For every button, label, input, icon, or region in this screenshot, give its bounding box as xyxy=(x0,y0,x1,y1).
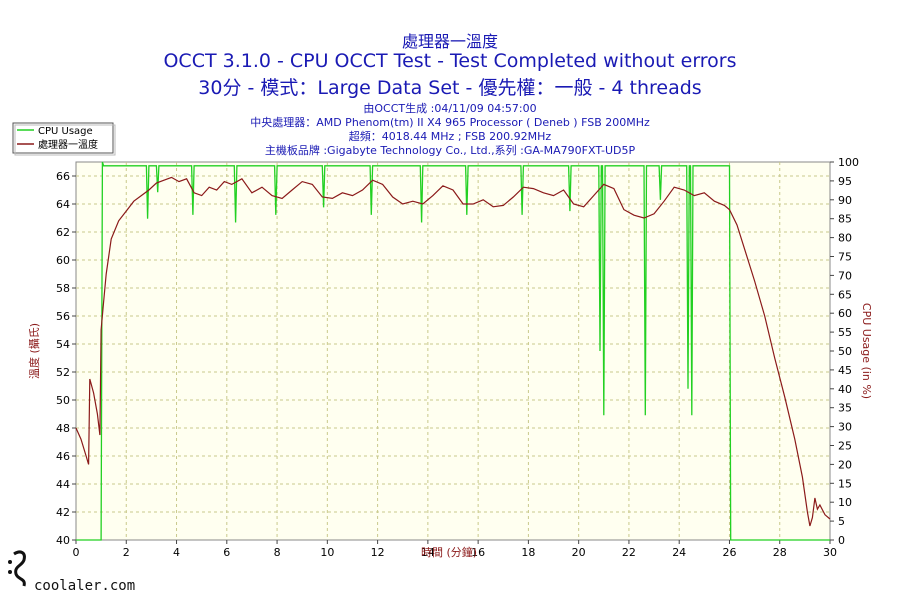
y2-tick-label: 40 xyxy=(838,383,852,396)
y2-tick-label: 5 xyxy=(838,515,845,528)
chart-subtitle: OCCT 3.1.0 - CPU OCCT Test - Test Comple… xyxy=(163,50,737,72)
x-tick-label: 18 xyxy=(521,546,535,559)
y-axis-label: 溫度 (攝氏) xyxy=(27,323,41,379)
y-tick-label: 54 xyxy=(56,338,70,351)
y2-axis-label: CPU Usage (in %) xyxy=(860,303,873,399)
x-tick-label: 12 xyxy=(371,546,385,559)
y-tick-label: 64 xyxy=(56,198,70,211)
legend-shadow xyxy=(14,124,116,156)
x-tick-label: 14 xyxy=(421,546,435,559)
y2-tick-label: 85 xyxy=(838,213,852,226)
y2-tick-label: 0 xyxy=(838,534,845,547)
series-temperature-line xyxy=(75,176,831,527)
info-clock: 超頻：4018.44 MHz ; FSB 200.92MHz xyxy=(348,130,552,143)
x-tick-label: 30 xyxy=(823,546,837,559)
watermark-logo-icon xyxy=(8,550,26,587)
y-tick-label: 44 xyxy=(56,478,70,491)
y2-tick-label: 95 xyxy=(838,175,852,188)
y-tick-label: 42 xyxy=(56,506,70,519)
y-tick-label: 46 xyxy=(56,450,70,463)
y2-tick-label: 80 xyxy=(838,232,852,245)
y-tick-label: 48 xyxy=(56,422,70,435)
x-tick-label: 26 xyxy=(722,546,736,559)
x-tick-label: 2 xyxy=(123,546,130,559)
y2-tick-label: 20 xyxy=(838,458,852,471)
y-tick-label: 62 xyxy=(56,226,70,239)
y-tick-label: 66 xyxy=(56,170,70,183)
series-cpu-usage-line xyxy=(76,161,830,541)
x-tick-label: 8 xyxy=(274,546,281,559)
watermark-text: coolaler.com xyxy=(34,578,136,594)
y2-tick-label: 90 xyxy=(838,194,852,207)
legend-label-cpu: CPU Usage xyxy=(38,126,93,137)
legend-label-temp: 處理器一溫度 xyxy=(38,138,98,151)
y2-tick-label: 25 xyxy=(838,440,852,453)
chart-title: 處理器一溫度 xyxy=(401,32,498,51)
y2-tick-label: 100 xyxy=(838,156,859,169)
x-tick-label: 20 xyxy=(572,546,586,559)
y-tick-label: 60 xyxy=(56,254,70,267)
x-tick-label: 4 xyxy=(173,546,180,559)
y2-tick-label: 15 xyxy=(838,477,852,490)
x-tick-label: 22 xyxy=(622,546,636,559)
x-tick-label: 0 xyxy=(73,546,80,559)
chart-mode-line: 30分 - 模式：Large Data Set - 優先權：一般 - 4 thr… xyxy=(198,77,702,99)
info-motherboard: 主機板品牌 :Gigabyte Technology Co., Ltd.,系列 … xyxy=(264,144,636,157)
y2-tick-label: 60 xyxy=(838,307,852,320)
y-tick-label: 58 xyxy=(56,282,70,295)
legend-box xyxy=(12,122,114,154)
y2-tick-label: 55 xyxy=(838,326,852,339)
y-tick-label: 52 xyxy=(56,366,70,379)
y2-tick-label: 70 xyxy=(838,269,852,282)
y2-tick-label: 10 xyxy=(838,496,852,509)
x-tick-label: 6 xyxy=(223,546,230,559)
y2-tick-label: 45 xyxy=(838,364,852,377)
y-tick-label: 50 xyxy=(56,394,70,407)
y2-tick-label: 35 xyxy=(838,402,852,415)
info-cpu: 中央處理器：AMD Phenom(tm) II X4 965 Processor… xyxy=(250,116,650,129)
y2-tick-label: 65 xyxy=(838,288,852,301)
x-tick-label: 28 xyxy=(773,546,787,559)
x-tick-label: 24 xyxy=(672,546,686,559)
x-axis-label: 時間 (分鐘) xyxy=(421,545,477,559)
plot-area xyxy=(75,161,831,541)
y-tick-label: 40 xyxy=(56,534,70,547)
y2-tick-label: 50 xyxy=(838,345,852,358)
x-tick-label: 16 xyxy=(471,546,485,559)
y-tick-label: 56 xyxy=(56,310,70,323)
y2-tick-label: 75 xyxy=(838,251,852,264)
info-generated: 由OCCT生成 :04/11/09 04:57:00 xyxy=(363,102,537,115)
x-tick-label: 10 xyxy=(320,546,334,559)
y2-tick-label: 30 xyxy=(838,421,852,434)
